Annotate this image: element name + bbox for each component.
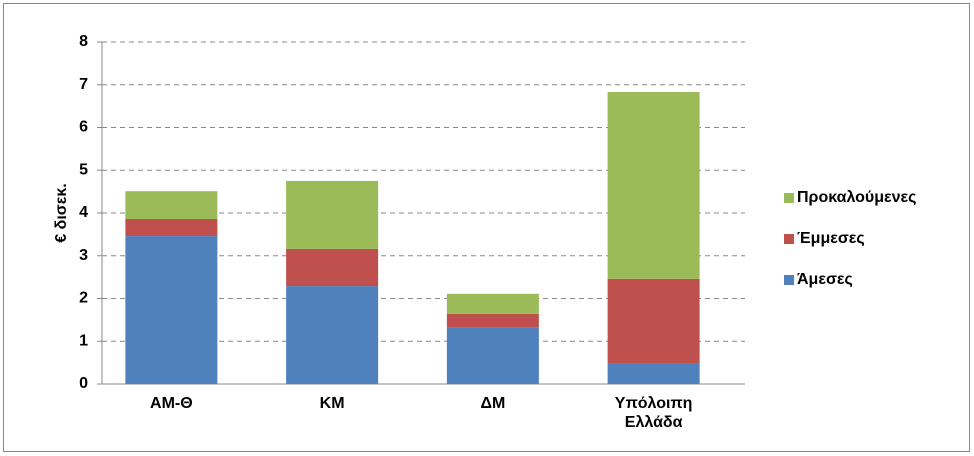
legend-swatch — [784, 234, 794, 244]
y-tick-label: 8 — [79, 33, 88, 50]
legend-swatch — [784, 275, 794, 285]
y-tick-label: 0 — [79, 375, 88, 392]
y-axis-label: € δισεκ. — [53, 183, 70, 242]
bar-segment — [446, 313, 539, 328]
y-tick-label: 3 — [79, 247, 88, 264]
y-tick-label: 6 — [79, 119, 88, 136]
bar-segment — [125, 236, 218, 384]
x-tick-label: ΑΜ-Θ — [150, 395, 193, 412]
y-tick-label: 5 — [79, 161, 88, 178]
bar-segment — [125, 191, 218, 219]
x-tick-label: Υπόλοιπη Ελλάδα — [614, 395, 693, 431]
x-tick-label: ΚΜ — [319, 395, 345, 412]
bar-segment — [446, 293, 539, 314]
legend-label: Άμεσες — [797, 271, 853, 288]
legend-label: Προκαλούμενες — [797, 189, 916, 206]
legend-label: Έμμεσες — [797, 230, 865, 247]
bar-segment — [286, 180, 379, 249]
y-tick-label: 1 — [79, 332, 88, 349]
bar-segment — [607, 363, 700, 384]
x-tick-label: ΔΜ — [480, 395, 506, 412]
y-tick-label: 7 — [79, 76, 88, 93]
y-tick-label: 4 — [79, 204, 88, 221]
bar-segment — [607, 92, 700, 279]
y-tick-label: 2 — [79, 290, 88, 307]
bar-segment — [286, 248, 379, 287]
legend-swatch — [784, 193, 794, 203]
bar-segment — [286, 286, 379, 384]
bar-segment — [607, 278, 700, 364]
bar-segment — [446, 327, 539, 384]
bar-segment — [125, 218, 218, 237]
